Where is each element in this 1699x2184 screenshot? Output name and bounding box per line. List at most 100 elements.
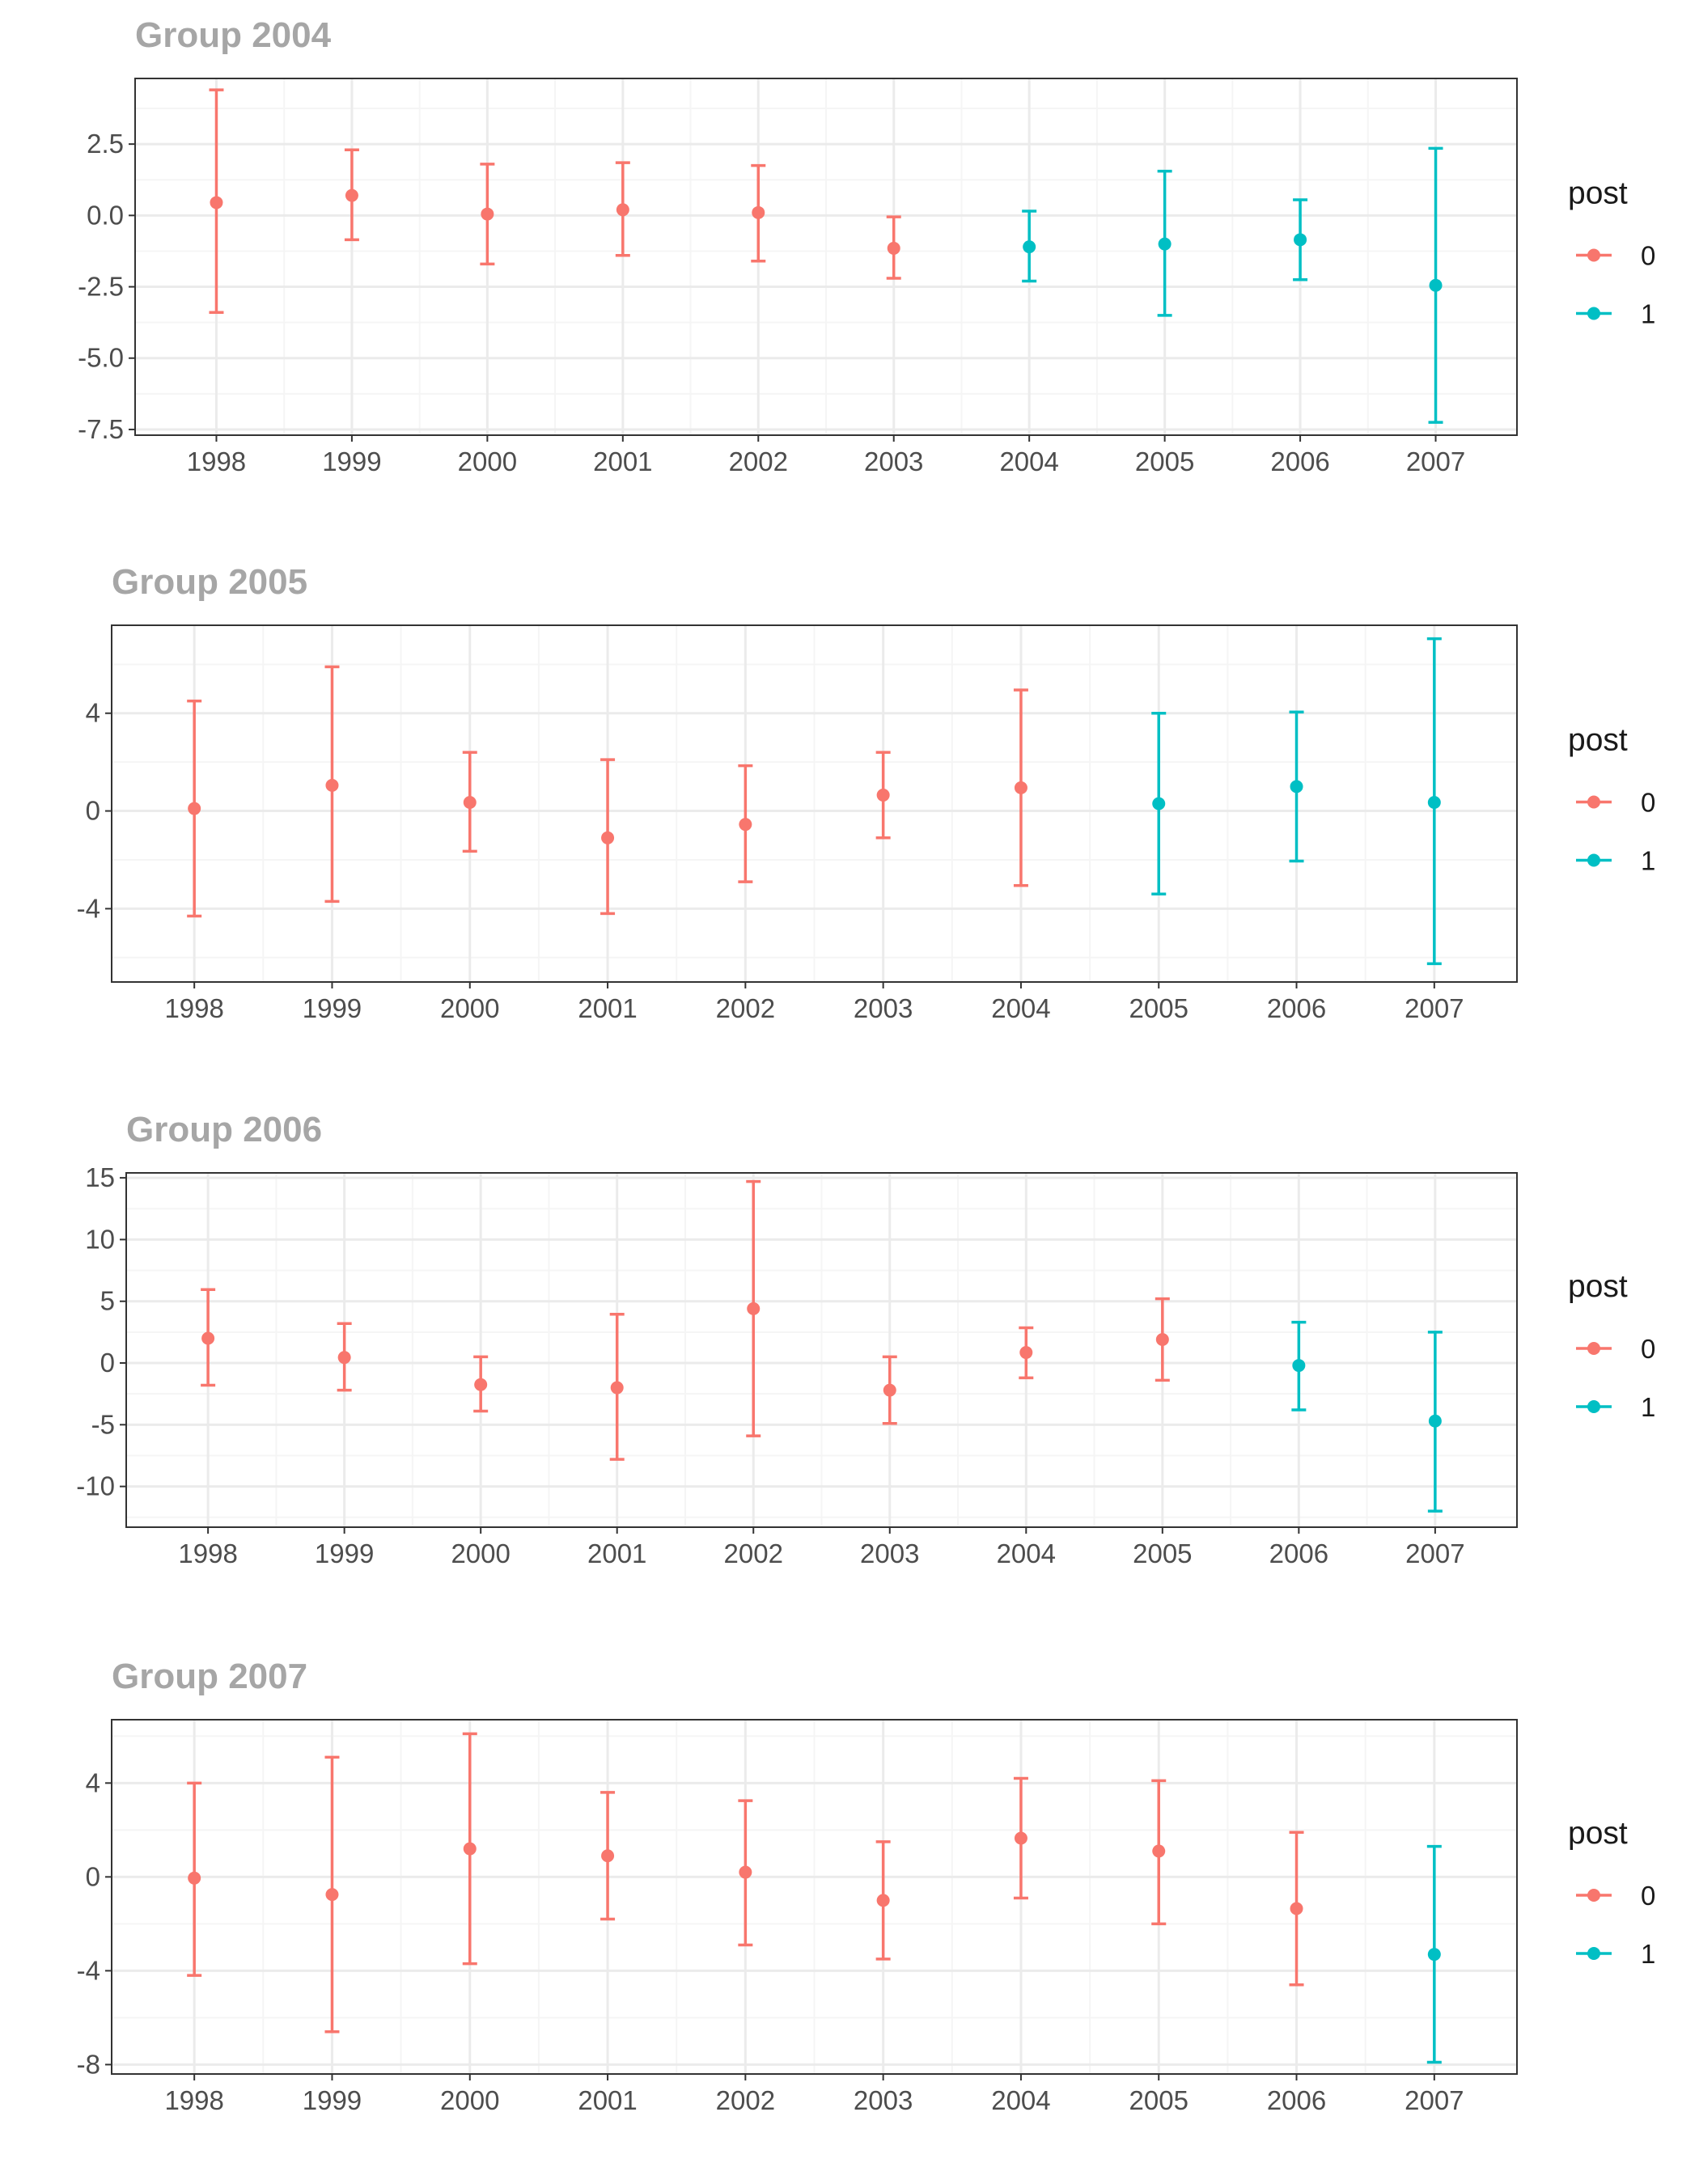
estimate-point bbox=[752, 205, 765, 219]
legend-key-point bbox=[1587, 1400, 1600, 1413]
estimate-point bbox=[1155, 1333, 1169, 1347]
estimate-point bbox=[739, 818, 752, 832]
y-tick-label: 15 bbox=[85, 1162, 115, 1192]
x-tick-label: 2005 bbox=[1133, 1539, 1192, 1568]
errorbar-2004 bbox=[1013, 1776, 1028, 1900]
y-tick-label: 4 bbox=[86, 698, 100, 728]
x-tick-label: 2003 bbox=[854, 2085, 913, 2115]
errorbar-2004 bbox=[1019, 1326, 1034, 1380]
legend-key-point bbox=[1587, 1342, 1600, 1355]
x-tick-label: 2001 bbox=[578, 993, 637, 1023]
errorbar-2003 bbox=[875, 751, 891, 840]
estimate-point bbox=[1292, 1359, 1306, 1373]
y-tick-label: -8 bbox=[77, 2049, 100, 2079]
estimate-point bbox=[188, 1871, 201, 1885]
errorbar-1998 bbox=[187, 1781, 202, 1977]
y-tick-label: 0 bbox=[100, 1348, 115, 1378]
x-tick-label: 2004 bbox=[991, 993, 1050, 1023]
errorbar-2006 bbox=[1289, 1831, 1304, 1987]
x-tick-label: 2006 bbox=[1267, 993, 1326, 1023]
estimate-point bbox=[601, 831, 615, 844]
estimate-point bbox=[1427, 1948, 1441, 1962]
errorbar-1998 bbox=[201, 1288, 216, 1387]
x-tick-label: 2000 bbox=[440, 993, 499, 1023]
y-tick-label: -7.5 bbox=[78, 414, 124, 444]
x-tick-label: 2003 bbox=[860, 1539, 919, 1568]
x-tick-label: 2004 bbox=[997, 1539, 1056, 1568]
y-tick-label: 0.0 bbox=[87, 200, 124, 230]
y-tick-label: 10 bbox=[85, 1224, 115, 1254]
x-tick-label: 2000 bbox=[458, 447, 517, 476]
x-tick-label: 2007 bbox=[1405, 2085, 1464, 2115]
x-tick-label: 2000 bbox=[451, 1539, 510, 1568]
errorbar-2002 bbox=[751, 163, 766, 263]
estimate-point bbox=[1294, 233, 1307, 247]
panel-group-2005: Group 2005 4 0 -4 1998 1999 2000 2001 2002 2003 20… bbox=[77, 562, 1656, 1023]
plot-frame bbox=[134, 78, 1518, 436]
estimate-point bbox=[337, 1351, 351, 1365]
errorbar-1998 bbox=[209, 88, 224, 315]
legend-key-point bbox=[1587, 1889, 1600, 1902]
x-tick-label: 2003 bbox=[854, 993, 913, 1023]
legend: post 0 1 bbox=[1568, 1269, 1655, 1422]
errorbar-2007 bbox=[1428, 146, 1443, 424]
y-tick-label: -10 bbox=[76, 1471, 115, 1501]
legend-key-point bbox=[1587, 248, 1600, 262]
estimate-point bbox=[463, 795, 477, 809]
x-tick-label: 2002 bbox=[724, 1539, 783, 1568]
errorbar-2005 bbox=[1157, 169, 1172, 317]
x-tick-label: 2001 bbox=[593, 447, 652, 476]
x-tick-label: 2000 bbox=[440, 2085, 499, 2115]
x-tick-label: 1999 bbox=[315, 1539, 374, 1568]
x-tick-label: 2002 bbox=[729, 447, 788, 476]
errorbar-2006 bbox=[1289, 710, 1304, 863]
estimate-point bbox=[210, 196, 223, 210]
errorbar-2006 bbox=[1291, 1320, 1307, 1412]
estimate-point bbox=[474, 1378, 488, 1391]
x-tick-label: 2006 bbox=[1269, 1539, 1328, 1568]
plot-frame bbox=[111, 1719, 1518, 2075]
estimate-point bbox=[616, 203, 629, 217]
x-tick-label: 1998 bbox=[178, 1539, 237, 1568]
legend-title: post bbox=[1568, 176, 1628, 211]
y-tick-label: -4 bbox=[77, 893, 100, 923]
errorbar-2002 bbox=[746, 1179, 761, 1437]
errorbar-1999 bbox=[324, 1755, 340, 2034]
legend-label: 1 bbox=[1641, 1392, 1655, 1422]
errorbar-1999 bbox=[344, 148, 359, 242]
x-tick-label: 2005 bbox=[1129, 993, 1188, 1023]
x-tick-label: 2001 bbox=[578, 2085, 637, 2115]
x-tick-label: 1999 bbox=[303, 993, 362, 1023]
estimate-point bbox=[601, 1849, 615, 1863]
errorbar-2001 bbox=[600, 1791, 616, 1921]
legend-label: 0 bbox=[1641, 241, 1655, 271]
x-tick-label: 2002 bbox=[716, 2085, 775, 2115]
estimate-point bbox=[1158, 237, 1172, 251]
x-tick-label: 2004 bbox=[999, 447, 1058, 476]
legend-label: 1 bbox=[1641, 1939, 1655, 1969]
legend-label: 0 bbox=[1641, 1881, 1655, 1911]
panel-title: Group 2006 bbox=[126, 1110, 322, 1149]
legend-key-point bbox=[1587, 1947, 1600, 1960]
errorbar-2006 bbox=[1293, 198, 1308, 281]
estimate-point bbox=[325, 778, 339, 792]
errorbar-2000 bbox=[462, 1732, 477, 1966]
y-tick-label: -5 bbox=[91, 1409, 115, 1439]
errorbar-2005 bbox=[1155, 1297, 1170, 1382]
y-tick-label: 0 bbox=[86, 1861, 100, 1891]
estimate-point bbox=[1290, 1902, 1303, 1915]
estimate-point bbox=[1023, 240, 1036, 254]
estimate-point bbox=[610, 1381, 624, 1395]
estimate-point bbox=[481, 207, 494, 221]
estimate-point bbox=[883, 1383, 896, 1397]
x-tick-label: 1999 bbox=[322, 447, 381, 476]
legend-label: 1 bbox=[1641, 299, 1655, 329]
estimate-point bbox=[876, 788, 890, 802]
errorbar-2003 bbox=[882, 1355, 897, 1425]
estimate-point bbox=[1427, 795, 1441, 809]
panel-group-2007: Group 2007 4 0 -4 -8 1998 1999 2000 2001 2002 2003… bbox=[77, 1657, 1656, 2115]
estimate-point bbox=[188, 802, 201, 815]
x-tick-label: 2006 bbox=[1267, 2085, 1326, 2115]
x-tick-label: 1998 bbox=[187, 447, 246, 476]
